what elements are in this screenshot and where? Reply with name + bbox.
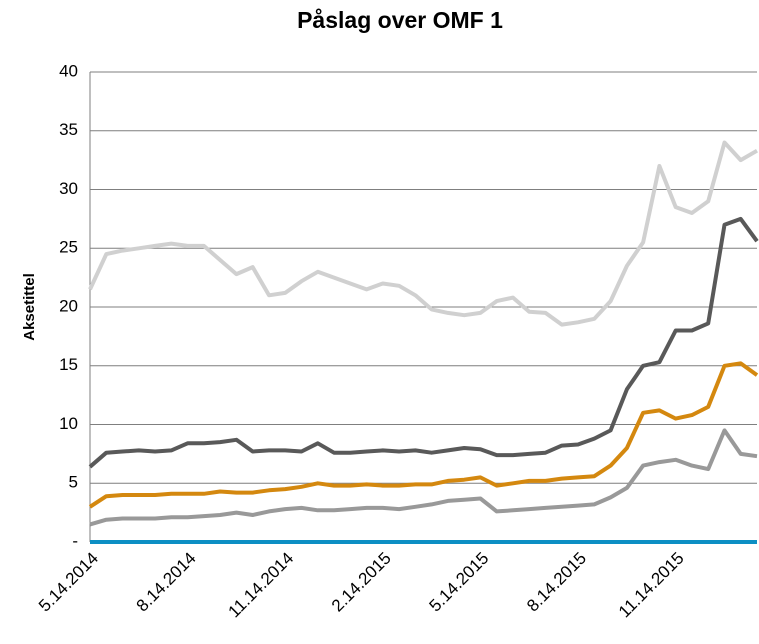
series-line	[88, 361, 759, 509]
y-axis-title: Aksetittel	[21, 273, 38, 341]
x-tick-label: 11.14.2014	[225, 549, 298, 622]
chart-title: Påslag over OMF 1	[297, 7, 503, 33]
x-tick-label: 8.14.2015	[523, 549, 590, 616]
y-tick-label: 5	[69, 473, 78, 492]
y-tick-label: 30	[59, 179, 78, 198]
y-tick-label: 20	[59, 296, 78, 315]
y-tick-label: 10	[59, 414, 78, 433]
y-tick-label: 25	[59, 238, 78, 257]
series-line	[88, 216, 759, 469]
x-tick-label: 11.14.2015	[615, 549, 688, 622]
y-tick-label: -	[72, 531, 78, 550]
x-tick-label: 5.14.2014	[35, 549, 102, 616]
series-line	[89, 428, 758, 527]
y-tick-label: 40	[59, 61, 78, 80]
x-tick-label: 8.14.2014	[133, 549, 200, 616]
y-tick-label: 35	[59, 120, 78, 139]
y-tick-label: 15	[59, 355, 78, 374]
x-tick-label: 2.14.2015	[328, 549, 395, 616]
x-tick-label: 5.14.2015	[426, 549, 493, 616]
series-line	[88, 140, 758, 327]
